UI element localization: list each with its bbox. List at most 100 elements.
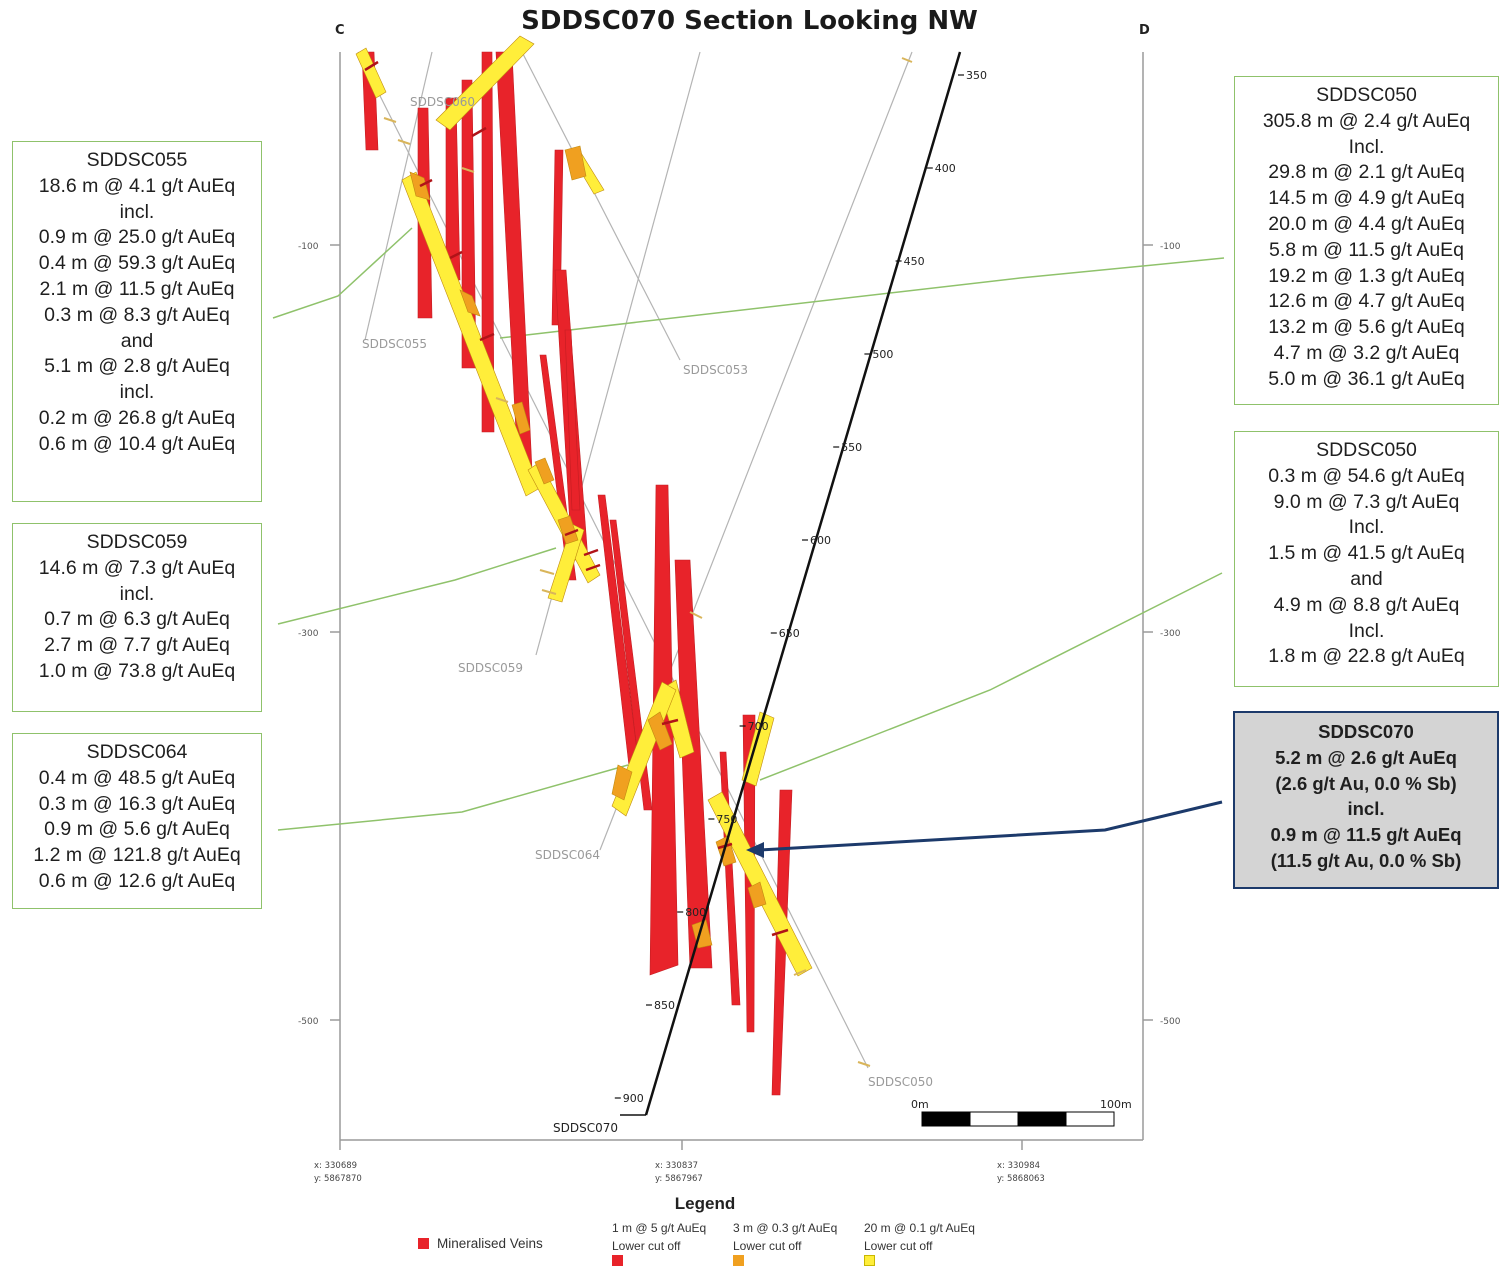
callout-line: SDDSC055 xyxy=(86,149,188,171)
vein xyxy=(719,751,741,1006)
callout-line: 0.9 m @ 25.0 g/t AuEq xyxy=(38,226,236,249)
pointer-arrow xyxy=(746,800,1223,858)
legend-swatch-high-grade xyxy=(612,1255,623,1266)
callout-sddsc059: SDDSC059 14.6 m @ 7.3 g/t AuEq incl. 0.7… xyxy=(12,523,262,712)
intercept xyxy=(459,289,481,317)
callout-line: 2.7 m @ 7.7 g/t AuEq xyxy=(44,634,230,657)
callout-line: 0.3 m @ 8.3 g/t AuEq xyxy=(44,303,230,326)
vein xyxy=(564,329,581,511)
elevation-label-left-3: -500 xyxy=(298,1017,319,1027)
callout-line: 1.5 m @ 41.5 g/t AuEq xyxy=(1268,542,1465,565)
section-frame xyxy=(330,52,1153,1150)
callout-line: Incl. xyxy=(1348,619,1385,642)
intercept xyxy=(741,711,775,787)
scale-end-label: 100m xyxy=(1100,1098,1132,1111)
coord-x-2: x: 330837 xyxy=(655,1161,698,1171)
leader-lines xyxy=(272,227,1225,831)
callout-line: 0.3 m @ 16.3 g/t AuEq xyxy=(38,792,236,815)
coord-y-2: y: 5867967 xyxy=(655,1174,703,1184)
intercept xyxy=(547,523,585,603)
legend-item-label-2: 3 m @ 0.3 g/t AuEq xyxy=(733,1221,838,1235)
elevation-label-right-3: -500 xyxy=(1160,1017,1181,1027)
elevation-label-left-2: -300 xyxy=(298,629,319,639)
callout-line: incl. xyxy=(1347,798,1385,820)
intercept xyxy=(435,35,535,131)
callout-sddsc070: SDDSC070 5.2 m @ 2.6 g/t AuEq (2.6 g/t A… xyxy=(1233,711,1499,889)
callout-line: Incl. xyxy=(1348,135,1385,158)
coord-y-1: y: 5867870 xyxy=(314,1174,362,1184)
callout-sddsc050-upper: SDDSC050 305.8 m @ 2.4 g/t AuEq Incl. 29… xyxy=(1234,76,1499,405)
depth-label: 800 xyxy=(685,906,706,919)
callout-line: SDDSC050 xyxy=(1316,84,1417,106)
hole-label-sddsc064: SDDSC064 xyxy=(535,848,600,862)
callout-line: incl. xyxy=(119,582,155,605)
high-grade-ticks xyxy=(364,60,789,937)
section-end-left: C xyxy=(335,23,345,38)
callout-line: SDDSC050 xyxy=(1316,439,1417,461)
depth-label: 600 xyxy=(810,534,831,547)
coord-y-3: y: 5868063 xyxy=(997,1174,1045,1184)
hole-label-sddsc055: SDDSC055 xyxy=(362,337,427,351)
callout-line: 1.8 m @ 22.8 g/t AuEq xyxy=(1268,645,1465,668)
intercept xyxy=(611,764,633,801)
callout-line: 0.9 m @ 5.6 g/t AuEq xyxy=(44,818,230,841)
legend-swatch-mid-grade xyxy=(733,1255,744,1266)
callout-line: (2.6 g/t Au, 0.0 % Sb) xyxy=(1275,772,1457,794)
callout-line: 2.1 m @ 11.5 g/t AuEq xyxy=(39,277,235,300)
intercept xyxy=(557,515,579,545)
depth-label: 850 xyxy=(654,999,675,1012)
callout-line: 1.2 m @ 121.8 g/t AuEq xyxy=(33,844,241,867)
depth-label: 350 xyxy=(966,69,987,82)
callout-line: 14.5 m @ 4.9 g/t AuEq xyxy=(1268,187,1465,210)
callout-line: 0.6 m @ 12.6 g/t AuEq xyxy=(38,869,236,892)
vein xyxy=(674,559,713,969)
callout-line: 0.9 m @ 11.5 g/t AuEq xyxy=(1270,824,1462,846)
depth-label: 550 xyxy=(841,441,862,454)
legend-item-label-3: 20 m @ 0.1 g/t AuEq xyxy=(864,1221,975,1235)
callout-line: 18.6 m @ 4.1 g/t AuEq xyxy=(38,174,236,197)
callout-line: 4.7 m @ 3.2 g/t AuEq xyxy=(1273,341,1460,364)
callout-line: and xyxy=(1350,567,1383,590)
callout-line: 19.2 m @ 1.3 g/t AuEq xyxy=(1268,264,1465,287)
sddsc070-trace xyxy=(614,51,964,1116)
callout-line: 305.8 m @ 2.4 g/t AuEq xyxy=(1262,109,1471,132)
legend-veins-label: Mineralised Veins xyxy=(437,1236,543,1251)
callout-sddsc050-lower: SDDSC050 0.3 m @ 54.6 g/t AuEq 9.0 m @ 7… xyxy=(1234,431,1499,687)
callout-line: 0.2 m @ 26.8 g/t AuEq xyxy=(38,406,236,429)
intercept xyxy=(647,711,673,751)
legend-title: Legend xyxy=(674,1194,736,1213)
callout-line: 13.2 m @ 5.6 g/t AuEq xyxy=(1268,316,1465,339)
callout-line: SDDSC064 xyxy=(86,741,188,763)
hole-label-sddsc070: SDDSC070 xyxy=(553,1121,618,1135)
legend-item-sub-3: Lower cut off xyxy=(864,1239,933,1253)
intercept xyxy=(564,145,587,181)
callout-sddsc064: SDDSC064 0.4 m @ 48.5 g/t AuEq 0.3 m @ 1… xyxy=(12,733,262,909)
legend-swatch-low-grade xyxy=(864,1255,875,1266)
intercept xyxy=(534,457,555,485)
callout-line: 0.7 m @ 6.3 g/t AuEq xyxy=(44,608,230,631)
callout-line: 29.8 m @ 2.1 g/t AuEq xyxy=(1268,161,1465,184)
intercept xyxy=(511,401,531,435)
intercept xyxy=(747,881,767,909)
elevation-label-right-2: -300 xyxy=(1160,629,1181,639)
callout-line: incl. xyxy=(119,200,155,223)
callout-line: and xyxy=(120,329,154,352)
callout-line: SDDSC070 xyxy=(1318,721,1414,742)
hole-label-sddsc060: SDDSC060 xyxy=(410,95,475,109)
scale-start-label: 0m xyxy=(911,1098,929,1111)
callout-line: 0.4 m @ 48.5 g/t AuEq xyxy=(38,766,236,789)
coord-x-3: x: 330984 xyxy=(997,1161,1040,1171)
scale-bar xyxy=(921,1111,1115,1127)
vein xyxy=(597,494,641,776)
callout-line: 5.2 m @ 2.6 g/t AuEq xyxy=(1275,746,1457,768)
elevation-label-right-1: -100 xyxy=(1160,242,1181,252)
callout-line: incl. xyxy=(119,381,155,404)
figure-title: SDDSC070 Section Looking NW xyxy=(521,6,978,36)
callout-line: 0.4 m @ 59.3 g/t AuEq xyxy=(38,252,236,275)
callout-line: 14.6 m @ 7.3 g/t AuEq xyxy=(38,556,236,579)
callout-line: (11.5 g/t Au, 0.0 % Sb) xyxy=(1270,849,1462,871)
depth-label: 650 xyxy=(779,627,800,640)
section-end-right: D xyxy=(1139,23,1150,38)
depth-label: 700 xyxy=(748,720,769,733)
